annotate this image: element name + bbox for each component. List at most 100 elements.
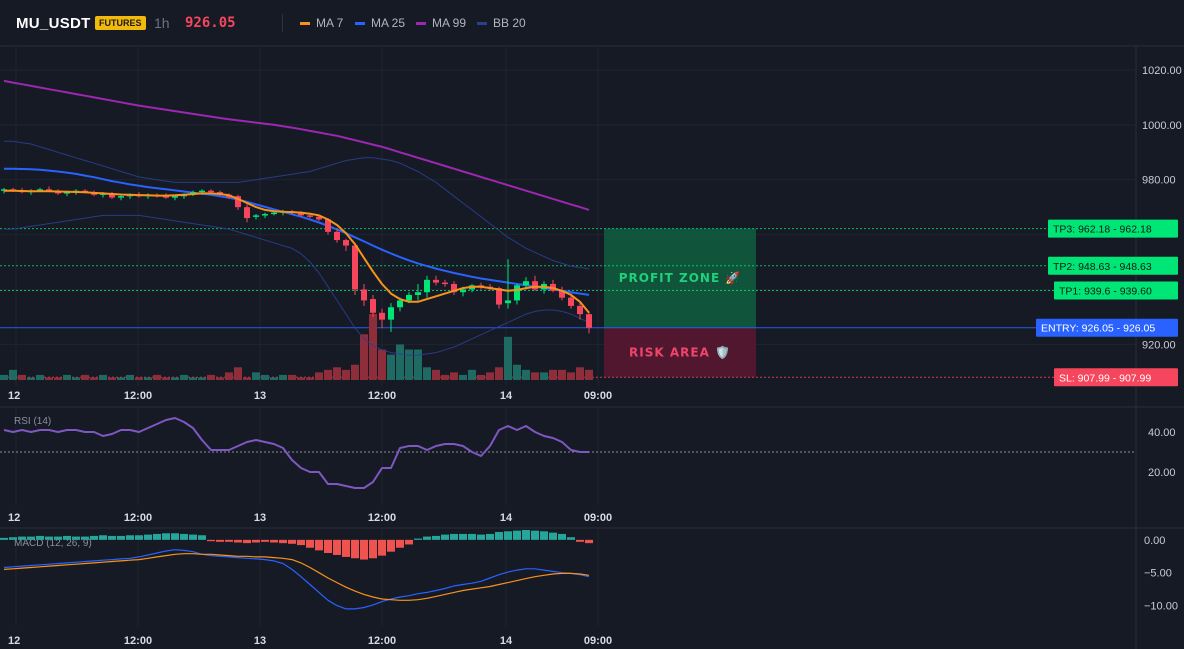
macd-histogram-bar xyxy=(279,539,287,544)
time-tick-label: 13 xyxy=(254,390,266,402)
macd-histogram-bar xyxy=(18,536,26,540)
rsi-line xyxy=(3,417,589,489)
volume-bar xyxy=(333,367,341,380)
volume-bar xyxy=(99,374,107,380)
candle-up xyxy=(523,281,529,286)
macd-histogram-bar xyxy=(567,537,575,540)
volume-bar xyxy=(315,372,323,380)
volume-bar xyxy=(288,374,296,380)
level-tag-label: SL: 907.99 - 907.99 xyxy=(1059,372,1151,384)
macd-histogram-bar xyxy=(288,539,296,544)
volume-bar xyxy=(81,374,89,380)
timeframe-label[interactable]: 1h xyxy=(154,15,170,31)
ma7-line xyxy=(4,189,590,314)
macd-title: MACD (12, 26, 9) xyxy=(14,538,92,549)
volume-bar xyxy=(72,377,80,380)
macd-histogram-bar xyxy=(486,533,494,540)
chart-header: MU_USDT FUTURES 1h 926.05 MA 7 MA 25 MA … xyxy=(0,0,1184,46)
volume-bar xyxy=(369,314,377,380)
volume-bar xyxy=(162,377,170,380)
candle-down xyxy=(361,289,367,301)
macd-histogram-bar xyxy=(45,536,53,540)
time-tick-label: 12:00 xyxy=(368,390,396,402)
macd-histogram-bar xyxy=(126,535,134,540)
volume-bar xyxy=(450,372,458,380)
volume-bar xyxy=(45,377,53,380)
volume-bar xyxy=(189,377,197,380)
volume-bar xyxy=(36,374,44,380)
volume-bar xyxy=(423,367,431,380)
profit-zone xyxy=(604,228,756,328)
header-divider xyxy=(282,14,283,32)
risk-zone-label: RISK AREA 🛡️ xyxy=(629,346,731,360)
macd-histogram-bar xyxy=(171,533,179,540)
volume-bar xyxy=(432,369,440,380)
time-tick-label: 14 xyxy=(500,390,513,402)
futures-badge: FUTURES xyxy=(95,16,146,30)
rsi-pane[interactable]: RSI (14) xyxy=(0,416,1136,489)
time-tick-label: 12:00 xyxy=(368,512,396,524)
legend-ma99-label: MA 99 xyxy=(432,16,467,30)
macd-histogram-bar xyxy=(531,530,539,540)
macd-histogram-bar xyxy=(54,536,62,540)
volume-bar xyxy=(378,349,386,380)
candle-down xyxy=(235,196,241,208)
macd-line xyxy=(3,549,590,610)
price-pane[interactable]: PROFIT ZONE 🚀 RISK AREA 🛡️ xyxy=(0,79,1136,380)
time-tick-label: 12:00 xyxy=(124,390,152,402)
legend-ma25[interactable]: MA 25 xyxy=(355,16,405,30)
volume-bar xyxy=(513,364,521,380)
volume-bar xyxy=(90,377,98,380)
legend-bb[interactable]: BB 20 xyxy=(477,16,526,30)
level-tag-label: TP2: 948.63 - 948.63 xyxy=(1053,261,1152,273)
volume-bar xyxy=(396,344,404,380)
time-tick-label: 12:00 xyxy=(124,512,152,524)
volume-bar xyxy=(567,372,575,380)
macd-histogram-bar xyxy=(396,539,404,548)
volume-bar xyxy=(549,369,557,380)
volume-bar xyxy=(522,369,530,380)
symbol-name[interactable]: MU_USDT xyxy=(16,15,91,32)
volume-bar xyxy=(144,377,152,380)
level-tag-tp3 xyxy=(1048,219,1178,238)
volume-bar xyxy=(387,354,395,380)
volume-bar xyxy=(63,374,71,380)
macd-histogram-bar xyxy=(441,534,449,540)
time-tick-label: 12 xyxy=(8,635,20,647)
time-tick-label: 12:00 xyxy=(124,635,152,647)
legend-ma99[interactable]: MA 99 xyxy=(416,16,466,30)
volume-bar xyxy=(261,374,269,380)
candle-up xyxy=(397,300,403,308)
macd-pane[interactable]: MACD (12, 26, 9) xyxy=(0,530,593,610)
macd-histogram-bar xyxy=(504,531,512,540)
macd-histogram-bar xyxy=(72,536,80,540)
volume-bar xyxy=(0,374,8,380)
price-tick-label: 1000.00 xyxy=(1142,120,1182,132)
rsi-tick-label: 40.00 xyxy=(1148,427,1176,439)
volume-bar xyxy=(486,372,494,380)
time-tick-label: 12 xyxy=(8,512,20,524)
time-tick-label: 14 xyxy=(500,635,513,647)
legend-ma25-label: MA 25 xyxy=(371,16,406,30)
current-price: 926.05 xyxy=(185,15,236,31)
time-tick-label: 09:00 xyxy=(584,512,612,524)
candle-down xyxy=(433,279,439,283)
candle-up xyxy=(199,190,205,193)
volume-bar xyxy=(18,374,26,380)
level-tag-label: ENTRY: 926.05 - 926.05 xyxy=(1041,323,1155,335)
time-tick-label: 09:00 xyxy=(584,635,612,647)
macd-tick-label: −5.00 xyxy=(1144,568,1172,580)
legend-ma7[interactable]: MA 7 xyxy=(300,16,343,30)
macd-histogram-bar xyxy=(333,539,341,555)
macd-histogram-bar xyxy=(405,539,413,545)
macd-histogram-bar xyxy=(342,539,350,557)
macd-histogram-bar xyxy=(153,533,161,540)
ma7-swatch xyxy=(300,21,310,25)
volume-bar xyxy=(252,372,260,380)
macd-histogram-bar xyxy=(252,539,260,543)
volume-bar xyxy=(468,369,476,380)
macd-histogram-bar xyxy=(351,539,359,559)
volume-bar xyxy=(306,377,314,380)
macd-histogram-bar xyxy=(324,539,332,553)
